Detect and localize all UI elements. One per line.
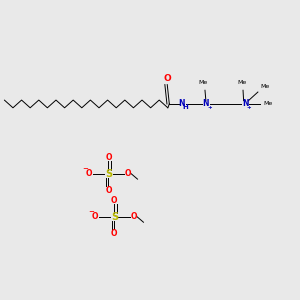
Text: −: − xyxy=(88,209,94,215)
Text: S: S xyxy=(111,212,118,222)
Text: Me: Me xyxy=(261,84,270,89)
Text: Me: Me xyxy=(238,80,247,85)
Text: Me: Me xyxy=(199,80,208,85)
Text: O: O xyxy=(111,229,118,238)
Text: N: N xyxy=(178,98,184,107)
Text: O: O xyxy=(86,169,92,178)
Text: +: + xyxy=(247,105,251,110)
Text: N: N xyxy=(242,99,248,108)
Text: +: + xyxy=(207,105,212,110)
Text: N: N xyxy=(202,99,209,108)
Text: O: O xyxy=(124,169,131,178)
Text: O: O xyxy=(163,74,171,82)
Text: O: O xyxy=(111,196,118,205)
Text: H: H xyxy=(182,104,188,110)
Text: O: O xyxy=(92,212,98,221)
Text: O: O xyxy=(105,186,112,195)
Text: Me: Me xyxy=(263,101,273,106)
Text: S: S xyxy=(105,169,112,179)
Text: O: O xyxy=(130,212,137,221)
Text: O: O xyxy=(105,153,112,162)
Text: −: − xyxy=(82,166,88,172)
